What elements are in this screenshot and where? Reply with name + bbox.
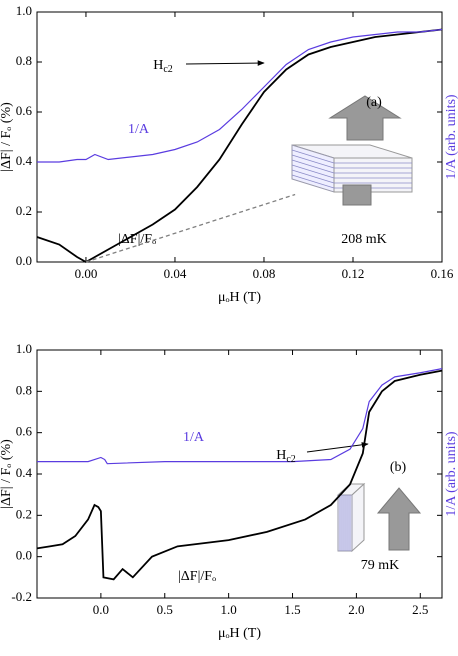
- x-tick-label: 2.5: [412, 602, 428, 617]
- series-label: |ΔF|/Fₒ: [178, 569, 216, 584]
- annotation-text: H: [276, 448, 286, 463]
- x-tick-label: 1.5: [284, 602, 300, 617]
- annotation-arrow: [185, 60, 265, 66]
- x-tick-label: 0.04: [164, 266, 187, 281]
- x-tick-label: 1.0: [221, 602, 237, 617]
- series-label: 1/A: [183, 430, 205, 445]
- annotation-text: H: [153, 58, 163, 73]
- annotation-subscript: c2: [163, 64, 172, 75]
- x-tick-label: 0.5: [157, 602, 173, 617]
- y-tick-label: -0.2: [11, 589, 32, 604]
- y-tick-label: 0.0: [16, 253, 32, 268]
- annotation: Hc2: [276, 448, 296, 465]
- inset-icon: [336, 482, 422, 553]
- series-line: [36, 369, 443, 581]
- y-tick-label: 0.2: [16, 506, 32, 521]
- x-tick-label: 0.00: [75, 266, 98, 281]
- annotation: 79 mK: [361, 558, 400, 573]
- x-axis-label: μₒH (T): [218, 290, 261, 305]
- y-axis-label: |ΔF| / Fₒ (%): [0, 102, 14, 172]
- inset-icon: [291, 95, 413, 206]
- plot-frame: [36, 11, 443, 263]
- y-tick-label: 0.8: [16, 53, 32, 68]
- x-tick-label: 0.16: [431, 266, 454, 281]
- y-tick-label: 0.0: [16, 548, 32, 563]
- annotation-arrow: [306, 442, 369, 453]
- series-line: [85, 193, 296, 263]
- y-tick-label: 1.0: [16, 341, 32, 356]
- x-tick-label: 0.0: [93, 602, 109, 617]
- x-axis-label: μₒH (T): [218, 626, 261, 641]
- x-tick-label: 2.0: [348, 602, 364, 617]
- annotation-text: 208 mK: [341, 232, 387, 247]
- y2-axis-label: 1/A (arb. units): [444, 431, 458, 516]
- annotation-text: (b): [390, 460, 407, 475]
- annotation: 208 mK: [341, 232, 387, 247]
- y2-axis-label: 1/A (arb. units): [444, 94, 458, 179]
- x-tick-label: 0.12: [342, 266, 365, 281]
- y-tick-label: 0.4: [16, 465, 33, 480]
- annotation-subscript: c2: [286, 454, 295, 465]
- series-label: |ΔF|/Fₒ: [118, 232, 156, 247]
- y-tick-label: 0.8: [16, 382, 32, 397]
- annotation: (a): [366, 95, 382, 110]
- series-line: [37, 28, 443, 163]
- annotation-text: (a): [366, 95, 382, 110]
- annotation: Hc2: [153, 58, 173, 75]
- y-tick-label: 0.6: [16, 103, 33, 118]
- series-line: [36, 28, 443, 264]
- annotation-text: 79 mK: [361, 558, 400, 573]
- y-tick-label: 0.4: [16, 153, 33, 168]
- series-line: [37, 368, 443, 465]
- y-tick-label: 0.6: [16, 424, 33, 439]
- y-axis-label: |ΔF| / Fₒ (%): [0, 439, 14, 509]
- series-label: 1/A: [128, 122, 150, 137]
- x-tick-label: 0.08: [253, 266, 276, 281]
- annotation: (b): [390, 460, 407, 475]
- y-tick-label: 0.2: [16, 203, 32, 218]
- y-tick-label: 1.0: [16, 3, 32, 18]
